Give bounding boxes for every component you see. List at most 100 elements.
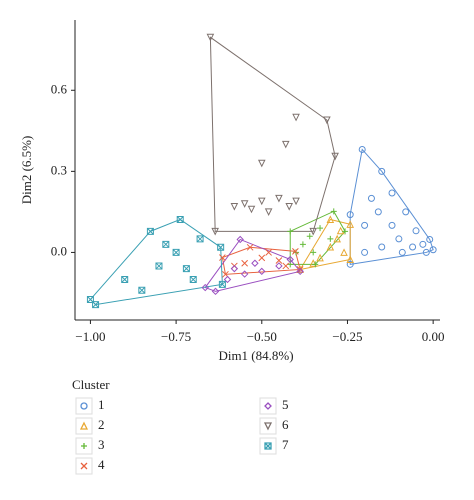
point	[402, 208, 410, 216]
point	[309, 227, 318, 236]
point	[388, 221, 396, 229]
point	[189, 275, 197, 283]
legend-marker	[80, 402, 88, 410]
point	[182, 265, 190, 273]
point	[265, 249, 272, 256]
point	[419, 240, 427, 248]
legend-label: 6	[282, 417, 289, 432]
legend-key	[259, 397, 277, 415]
point	[346, 260, 354, 268]
point	[230, 202, 239, 211]
point	[219, 254, 226, 261]
point	[282, 262, 290, 270]
legend-label: 2	[98, 417, 105, 432]
point	[361, 248, 369, 256]
point	[340, 248, 348, 256]
point	[292, 247, 299, 255]
point	[258, 254, 266, 262]
point	[422, 248, 430, 256]
point	[346, 220, 355, 228]
point	[201, 283, 209, 292]
legend-marker	[263, 422, 273, 431]
x-axis-label: Dim1 (84.8%)	[218, 348, 293, 363]
legend-label: 1	[98, 397, 105, 412]
point	[218, 280, 226, 288]
point	[398, 248, 406, 256]
point	[361, 221, 369, 229]
point	[155, 262, 163, 270]
point	[251, 259, 259, 267]
point	[333, 234, 341, 243]
point	[211, 287, 220, 296]
point	[409, 243, 417, 251]
point	[346, 211, 354, 219]
cluster-hull	[299, 218, 351, 271]
point	[426, 235, 434, 243]
x-tick-label: 0.00	[422, 329, 445, 344]
point	[429, 246, 437, 254]
point	[241, 259, 249, 267]
legend-marker	[79, 421, 89, 430]
point	[309, 259, 318, 267]
legend-label: 3	[98, 437, 105, 452]
point	[121, 275, 129, 283]
legend-marker	[264, 442, 272, 450]
point	[310, 249, 317, 256]
point	[327, 235, 334, 242]
legend-label: 4	[98, 457, 105, 472]
cluster-hull	[349, 148, 434, 265]
point	[247, 205, 256, 214]
point	[317, 225, 324, 232]
point	[296, 266, 304, 273]
point	[172, 248, 180, 256]
legend-marker	[81, 443, 87, 449]
cluster-hull	[89, 218, 223, 306]
point	[346, 255, 355, 263]
point	[326, 242, 335, 251]
point	[388, 189, 396, 197]
point	[264, 208, 273, 217]
point	[230, 264, 239, 273]
y-tick-label: 0.3	[51, 162, 67, 177]
legend-title: Cluster	[72, 377, 110, 392]
point	[331, 152, 339, 161]
point	[378, 243, 386, 251]
point	[326, 215, 335, 223]
point	[286, 255, 294, 264]
point	[162, 240, 170, 248]
x-tick-label: −0.25	[332, 329, 362, 344]
y-tick-label: 0.6	[51, 81, 68, 96]
legend-marker	[264, 402, 272, 410]
x-tick-label: −0.50	[247, 329, 277, 344]
cluster-hull	[209, 36, 336, 232]
point	[285, 202, 294, 211]
point	[287, 228, 294, 235]
point	[412, 227, 420, 235]
cluster-hull	[289, 210, 346, 265]
y-tick-label: 0.0	[51, 243, 67, 258]
legend-label: 7	[282, 437, 289, 452]
legend-key	[75, 417, 93, 435]
point	[236, 235, 244, 244]
point	[138, 286, 146, 294]
x-tick-label: −0.75	[161, 329, 191, 344]
point	[211, 227, 219, 236]
point	[257, 197, 266, 206]
x-tick-label: −1.00	[75, 329, 105, 344]
legend-key	[75, 397, 93, 415]
point	[281, 140, 290, 149]
point	[206, 33, 215, 42]
point	[92, 301, 100, 309]
point	[367, 194, 375, 202]
point	[258, 267, 266, 276]
legend-marker	[80, 462, 88, 470]
point	[246, 243, 254, 251]
point	[292, 197, 300, 206]
point	[217, 243, 225, 251]
point	[358, 145, 366, 153]
legend-key	[259, 417, 277, 435]
point	[275, 257, 283, 264]
point	[240, 270, 249, 278]
